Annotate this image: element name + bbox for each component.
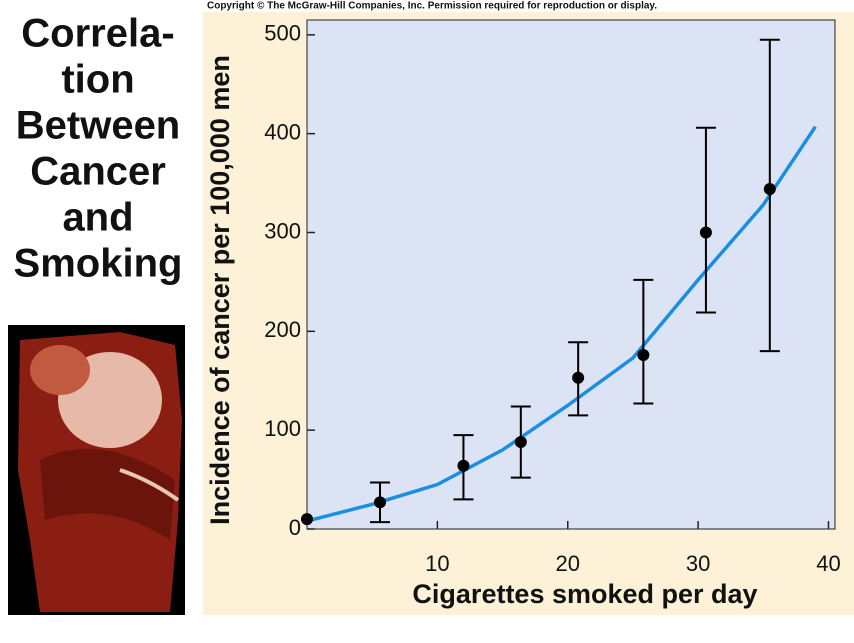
y-tick-label: 300 [264, 218, 301, 243]
x-tick-label: 40 [816, 551, 840, 576]
error-bar [633, 278, 654, 405]
data-point [374, 496, 387, 509]
chart-title: Correla- [21, 12, 174, 56]
data-point [699, 226, 712, 239]
chart-title: and [62, 196, 133, 240]
data-point [637, 349, 650, 362]
chart-title: Between [16, 104, 181, 148]
data-point [763, 183, 776, 196]
x-tick-label: 20 [555, 551, 579, 576]
fit-curve [306, 125, 817, 523]
x-axis-label: Cigarettes smoked per day [412, 579, 757, 609]
data-point [301, 513, 313, 526]
error-bar [695, 126, 716, 314]
data-point [572, 371, 585, 384]
y-tick-label: 400 [264, 119, 301, 144]
data-point [457, 459, 470, 472]
y-tick-label: 200 [264, 317, 301, 342]
error-bar [759, 38, 780, 353]
tissue-photo [8, 325, 185, 615]
chart-title: Smoking [14, 242, 183, 286]
x-tick-label: 30 [686, 551, 710, 576]
y-axis-label: Incidence of cancer per 100,000 men [205, 55, 235, 525]
chart-title: tion [61, 58, 134, 102]
y-tick-label: 0 [289, 515, 301, 540]
y-tick-label: 500 [264, 21, 301, 46]
copyright: Copyright © The McGraw-Hill Companies, I… [207, 1, 657, 12]
x-tick-label: 10 [425, 551, 449, 576]
plot-area [306, 19, 836, 530]
y-tick-label: 100 [264, 416, 301, 441]
chart-title: Cancer [30, 150, 166, 194]
data-point [514, 436, 527, 449]
